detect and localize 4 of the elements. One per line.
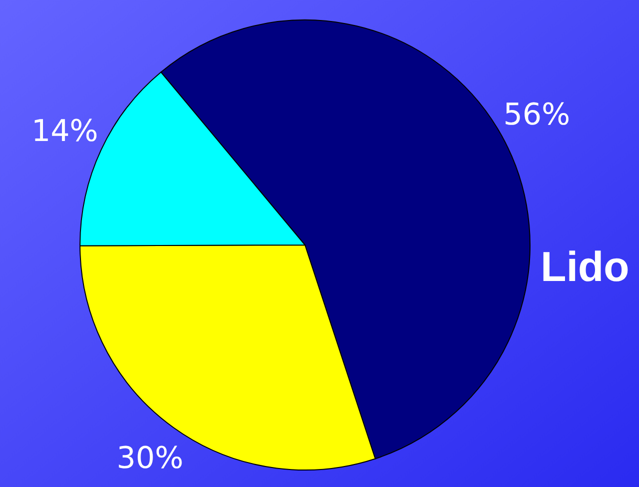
data-label: 56% [503, 98, 570, 133]
text: Lido [540, 243, 630, 290]
data-label: 14% [31, 114, 98, 150]
data-label: 30% [116, 441, 184, 476]
